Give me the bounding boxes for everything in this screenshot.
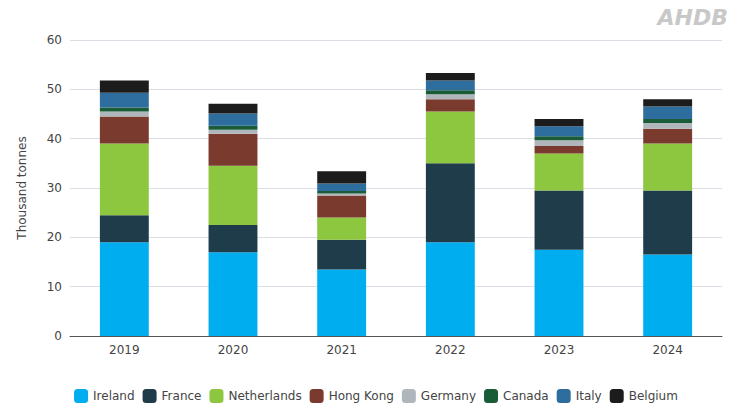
svg-text:20: 20 — [47, 230, 62, 244]
svg-text:Ireland: Ireland — [93, 389, 135, 403]
svg-text:Belgium: Belgium — [629, 389, 678, 403]
svg-text:30: 30 — [47, 181, 62, 195]
svg-text:Germany: Germany — [421, 389, 476, 403]
svg-text:Netherlands: Netherlands — [228, 389, 301, 403]
svg-text:AHDB: AHDB — [656, 5, 728, 30]
svg-text:50: 50 — [47, 82, 62, 96]
svg-text:Canada: Canada — [503, 389, 549, 403]
svg-text:2024: 2024 — [652, 343, 683, 357]
svg-text:0: 0 — [54, 329, 62, 343]
svg-text:Italy: Italy — [576, 389, 602, 403]
svg-text:2020: 2020 — [218, 343, 249, 357]
svg-text:60: 60 — [47, 33, 62, 47]
svg-text:France: France — [162, 389, 202, 403]
svg-text:2021: 2021 — [326, 343, 357, 357]
svg-text:10: 10 — [47, 280, 62, 294]
svg-text:Hong Kong: Hong Kong — [329, 389, 394, 403]
svg-text:2019: 2019 — [109, 343, 140, 357]
svg-text:2022: 2022 — [435, 343, 466, 357]
svg-text:Thousand tonnes: Thousand tonnes — [15, 136, 29, 240]
svg-text:2023: 2023 — [544, 343, 575, 357]
svg-text:40: 40 — [47, 132, 62, 146]
